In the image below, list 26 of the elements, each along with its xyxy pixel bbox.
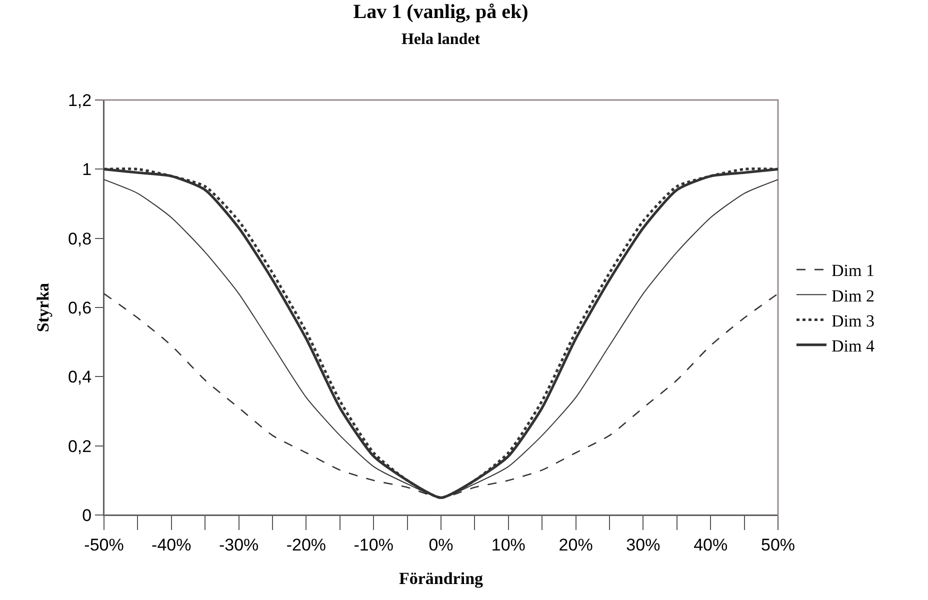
x-tick-label: 50% — [760, 535, 796, 554]
x-tick-label: 10% — [491, 535, 526, 554]
chart-title: Lav 1 (vanlig, på ek) — [353, 1, 528, 23]
chart-subtitle: Hela landet — [401, 31, 481, 48]
y-tick-label: 1 — [82, 160, 92, 180]
x-tick-label: 0% — [428, 535, 454, 554]
y-tick-label: 0,6 — [68, 298, 92, 318]
x-tick-label: -40% — [152, 535, 192, 554]
y-tick-label: 0,4 — [68, 368, 92, 387]
y-tick-label: 0 — [82, 506, 92, 525]
legend-label: Dim 3 — [831, 311, 874, 330]
x-tick-label: -30% — [218, 535, 259, 554]
legend-label: Dim 4 — [831, 336, 875, 356]
y-tick-label: 1,2 — [68, 90, 92, 110]
y-tick-label: 0,2 — [68, 436, 92, 456]
x-axis-title: Förändring — [398, 568, 484, 588]
x-tick-label: 40% — [694, 535, 728, 554]
y-tick-label: 0,8 — [68, 229, 92, 248]
x-tick-label: -10% — [354, 535, 394, 554]
x-tick-label: -20% — [286, 535, 326, 554]
x-tick-label: 30% — [626, 535, 660, 554]
x-tick-label: -50% — [84, 535, 124, 554]
x-tick-label: 20% — [558, 535, 593, 554]
legend-label: Dim 2 — [831, 286, 874, 306]
y-axis-title: Styrka — [34, 282, 53, 332]
legend-label: Dim 1 — [831, 261, 874, 280]
